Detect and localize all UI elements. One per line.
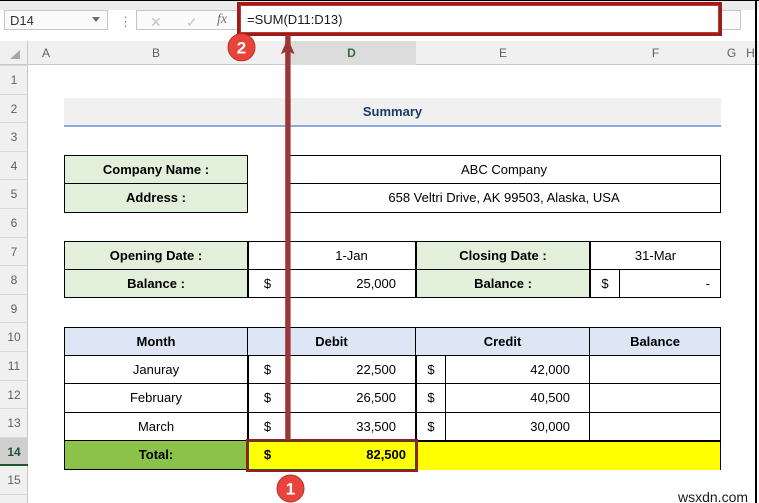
svg-text:2: 2 xyxy=(237,38,246,57)
svg-text:1: 1 xyxy=(286,480,295,499)
